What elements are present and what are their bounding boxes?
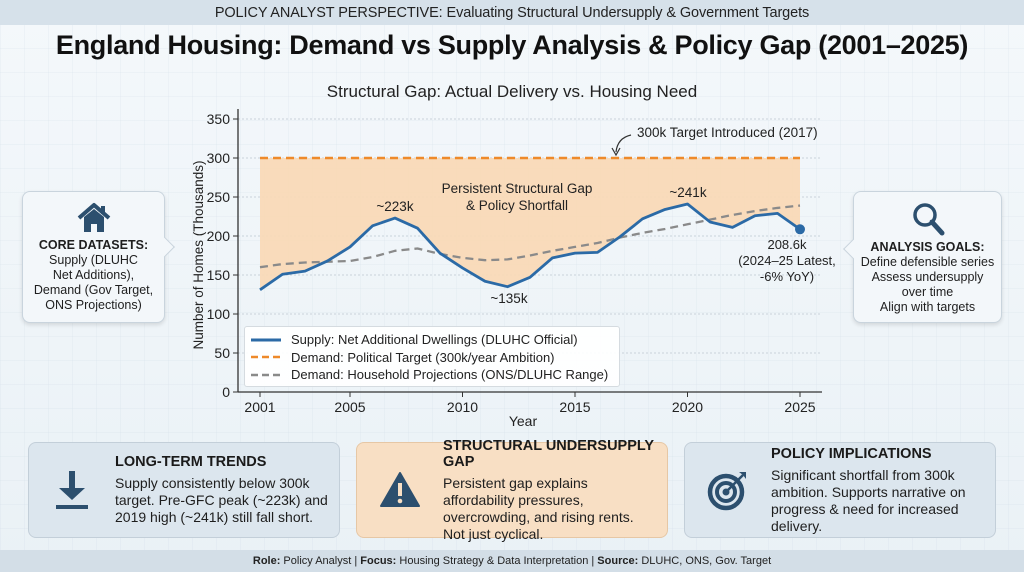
card-line: Align with targets: [879, 300, 976, 314]
footer-role-value: Policy Analyst |: [280, 555, 361, 567]
card-title: CORE DATASETS:: [38, 238, 149, 252]
structural-undersupply-card: STRUCTURAL UNDERSUPPLY GAP Persistent ga…: [356, 438, 668, 542]
legend-item-projections: Demand: Household Projections (ONS/DLUHC…: [251, 366, 613, 384]
y-tick-label: 0: [222, 384, 230, 400]
footer-focus-label: Focus:: [360, 555, 397, 567]
gap-label-line2: & Policy Shortfall: [466, 198, 568, 213]
target-icon: [707, 472, 746, 511]
footer-focus-value: Housing Strategy & Data Interpretation |: [396, 555, 598, 567]
legend-swatch-solid-blue: [251, 338, 281, 342]
latest-value-label: 208.6k: [767, 237, 807, 252]
card-line: Demand (Gov Target,: [33, 283, 154, 297]
y-tick-label: 200: [207, 228, 231, 244]
warning-icon: [380, 472, 420, 507]
trough-2012-label: ~135k: [490, 291, 527, 306]
x-tick-label: 2025: [784, 399, 815, 415]
legend-item-supply: Supply: Net Additional Dwellings (DLUHC …: [251, 331, 613, 349]
y-tick-labels: 0 50 100 150 200 250 300 350: [207, 111, 238, 400]
legend-swatch-dashed-orange: [251, 356, 281, 359]
footer: Role: Policy Analyst | Focus: Housing St…: [0, 550, 1024, 572]
series-layer: [259, 156, 805, 291]
footer-source-value: DLUHC, ONS, Gov. Target: [638, 555, 772, 567]
peak-2007-label: ~223k: [376, 199, 413, 214]
top-banner: POLICY ANALYST PERSPECTIVE: Evaluating S…: [0, 0, 1024, 25]
target-intro-arrowhead: [611, 147, 621, 157]
long-term-trends-card: LONG-TERM TRENDS Supply consistently bel…: [28, 442, 340, 538]
card-line: Assess undersupply: [871, 270, 984, 284]
card-line: Define defensible series: [860, 255, 995, 269]
card-title: ANALYSIS GOALS:: [870, 240, 985, 254]
page-title: England Housing: Demand vs Supply Analys…: [55, 30, 969, 60]
y-tick-label: 250: [207, 189, 231, 205]
card-body: Significant shortfall from 300k ambition…: [771, 466, 966, 534]
y-tick-label: 100: [207, 306, 231, 322]
x-tick-label: 2005: [334, 399, 365, 415]
card-line: Net Additions),: [52, 268, 135, 282]
chart-title: Structural Gap: Actual Delivery vs. Hous…: [326, 82, 698, 101]
core-datasets-card: CORE DATASETS: Supply (DLUHC Net Additio…: [22, 191, 175, 323]
target-intro-label: 300k Target Introduced (2017): [637, 125, 818, 140]
supply-line: [259, 202, 801, 291]
card-line: ONS Projections): [45, 298, 142, 312]
card-line: over time: [901, 285, 954, 299]
target-intro-arrow-icon: [615, 134, 632, 153]
gap-label-line1: Persistent Structural Gap: [442, 181, 593, 196]
policy-implications-card: POLICY IMPLICATIONS Significant shortfal…: [684, 442, 996, 538]
x-axis-label: Year: [509, 413, 538, 429]
y-tick-label: 300: [207, 150, 231, 166]
legend-label: Demand: Household Projections (ONS/DLUHC…: [291, 367, 609, 383]
footer-source-label: Source:: [597, 555, 639, 567]
y-tick-label: 350: [207, 111, 231, 127]
x-tick-labels: 2001 2005 2010 2015 2020 2025: [244, 392, 816, 415]
footer-role-label: Role:: [252, 555, 281, 567]
latest-yoy-label: -6% YoY): [760, 269, 814, 284]
chart-legend: Supply: Net Additional Dwellings (DLUHC …: [244, 326, 620, 387]
magnifier-icon: [912, 203, 944, 236]
card-title: STRUCTURAL UNDERSUPPLY GAP: [443, 437, 654, 470]
gap-shaded-region: [260, 158, 800, 290]
card-line: Supply (DLUHC: [49, 253, 138, 267]
house-icon: [77, 203, 110, 232]
legend-label: Supply: Net Additional Dwellings (DLUHC …: [291, 332, 578, 348]
card-title: LONG-TERM TRENDS: [115, 454, 267, 470]
card-title: POLICY IMPLICATIONS: [771, 445, 932, 462]
legend-item-target: Demand: Political Target (300k/year Ambi…: [251, 349, 613, 367]
legend-swatch-dashed-grey: [251, 373, 281, 376]
y-axis-label: Number of Homes (Thousands): [191, 160, 206, 349]
card-body: Persistent gap explains affordability pr…: [443, 474, 634, 542]
latest-point-marker: [795, 224, 805, 235]
analysis-goals-card: ANALYSIS GOALS: Define defensible series…: [843, 191, 1002, 323]
axes: [237, 109, 822, 393]
banner-text: POLICY ANALYST PERSPECTIVE: Evaluating S…: [214, 4, 810, 21]
peak-2020-label: ~241k: [669, 185, 706, 200]
projection-line: [259, 204, 801, 269]
download-arrow-icon: [56, 471, 88, 509]
latest-period-label: (2024–25 Latest,: [738, 253, 836, 268]
x-tick-label: 2010: [447, 399, 478, 415]
card-body: Supply consistently below 300k target. P…: [115, 475, 328, 525]
y-tick-label: 50: [214, 345, 230, 361]
x-tick-label: 2020: [672, 399, 703, 415]
annotations: Persistent Structural Gap & Policy Short…: [376, 125, 835, 306]
x-tick-label: 2001: [244, 399, 275, 415]
legend-label: Demand: Political Target (300k/year Ambi…: [291, 349, 555, 365]
y-tick-label: 150: [207, 267, 231, 283]
x-tick-label: 2015: [559, 399, 590, 415]
